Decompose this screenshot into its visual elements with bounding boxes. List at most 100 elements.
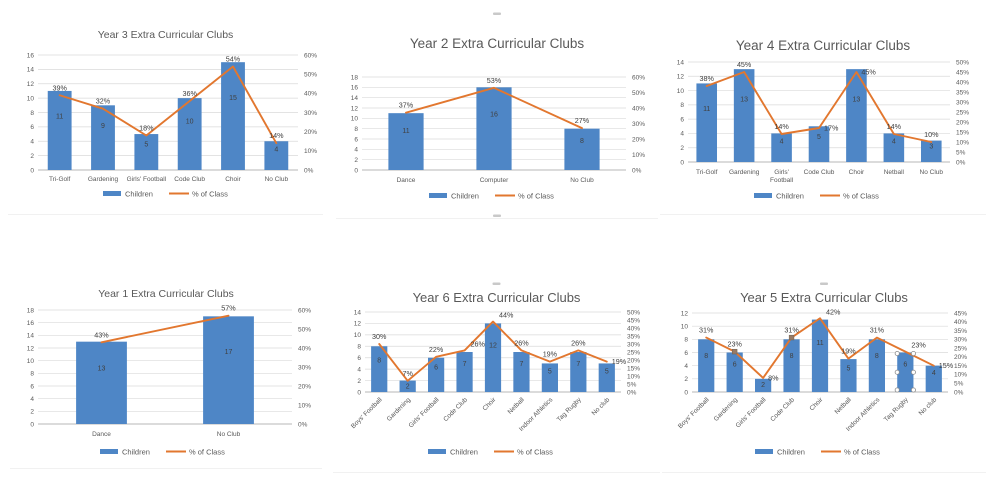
bar-indoor-athletics[interactable] [868,339,885,392]
category-label: Tag Rugby [883,396,910,423]
bar-selection-handle [894,369,900,375]
chart-year-5[interactable]: Year 5 Extra Curricular Clubs 0 2 4 6 8 10 12 0… [662,282,986,473]
bar-selection-handle [910,387,916,393]
bar-code-club[interactable] [456,352,473,392]
category-label: Tag Rugby [556,396,583,423]
percent-point-label: 31% [784,326,799,335]
bar-choir[interactable] [846,69,867,162]
percent-point-label: 14% [887,122,902,131]
legend[interactable]: Children % of Class [755,448,880,457]
bar-girls-football[interactable] [428,357,445,392]
category-label: Boys' Football [677,396,711,430]
bar-gardening[interactable] [399,380,416,392]
percent-line[interactable] [100,314,230,344]
chart-selection-handle [820,282,828,285]
bar-no-club[interactable] [203,316,254,424]
bar-boys-football[interactable] [698,339,715,392]
bar-netball[interactable] [513,352,530,392]
legend[interactable]: Children % of Class [428,448,553,457]
bar-tri-golf[interactable] [696,83,718,162]
right-axis-tick-label: 50% [627,309,640,316]
chart-title: Year 2 Extra Curricular Clubs [409,36,585,51]
category-label: Dance [397,177,416,184]
right-axis-tick-label: 35% [954,328,967,335]
bar-tri-golf[interactable] [47,90,72,170]
percent-line[interactable] [705,317,935,379]
bar-computer[interactable] [476,87,512,170]
bar-no-club[interactable] [925,365,942,392]
right-axis-tick-label: 15% [956,129,969,136]
percent-point-label: 42% [826,307,841,316]
right-axis-tick-label: 10% [956,139,969,146]
right-axis-tick-label: 60% [304,52,317,59]
bar-boys-football[interactable] [371,346,388,392]
chart-year-6[interactable]: Year 6 Extra Curricular Clubs 0 2 4 6 8 10 12 1… [333,282,660,473]
right-axis-tick-label: 30% [632,121,645,128]
bar-dance[interactable] [388,113,424,170]
y-axis-tick-label: 4 [354,147,358,154]
bar-no-club[interactable] [564,128,600,170]
bar-tag-rugby[interactable] [570,352,587,392]
chart-year-4[interactable]: Year 4 Extra Curricular Clubs 0 2 4 6 8 10 12 1… [660,18,986,215]
y-axis-tick-label: 8 [30,371,34,378]
bar-no-club[interactable] [920,140,942,162]
chart-year-2[interactable]: Year 2 Extra Curricular Clubs 0 2 4 6 8 10 12 1… [336,12,658,219]
bar-value-label: 5 [817,134,821,141]
y-axis-tick-label: 4 [357,366,361,373]
bar-no-club[interactable] [264,141,289,170]
y-axis-tick-label: 18 [351,74,359,81]
legend[interactable]: Children % of Class [754,192,879,201]
percent-point-label: 32% [96,97,111,106]
percent-point-label: 44% [499,311,514,320]
bar-gardening[interactable] [726,352,743,393]
y-axis-tick-label: 6 [357,355,361,362]
chart-year-1[interactable]: Year 1 Extra Curricular Clubs 0 2 4 6 8 10 12 1… [10,278,322,469]
bar-choir[interactable] [221,62,245,170]
y-axis-tick-label: 8 [354,126,358,133]
percent-point-label: 57% [221,304,236,313]
bar-choir[interactable] [484,323,502,392]
percent-line[interactable] [705,71,933,143]
chart-canvas: 0 2 4 6 8 10 12 14 16 0% 10% 20% 30% 40% 50% 60% 11 Tri-G… [27,52,317,199]
bar-no-club[interactable] [598,363,615,392]
bar-value-label: 4 [274,146,278,153]
point-marker [788,334,795,341]
percent-point-label: 23% [911,341,926,350]
percent-line[interactable] [58,65,278,145]
legend[interactable]: Children % of Class [429,192,554,201]
bar-gardening[interactable] [91,105,115,170]
y-axis-tick-label: 14 [677,59,685,66]
legend[interactable]: Children % of Class [100,448,225,457]
chart-title: Year 4 Extra Curricular Clubs [735,38,911,53]
bar-value-label: 16 [490,111,498,118]
right-axis-tick-label: 45% [954,310,967,317]
bar-value-label: 11 [703,106,710,113]
percent-line[interactable] [405,86,583,130]
bar-dance[interactable] [76,341,127,424]
bar-girls-football[interactable] [771,133,792,162]
bar-girls-football[interactable] [755,378,772,392]
y-axis-tick-label: 6 [680,116,684,123]
y-axis-tick-label: 14 [27,67,35,74]
right-axis-tick-label: 50% [956,59,969,66]
bar-netball[interactable] [883,133,905,162]
y-axis-tick-label: 2 [354,157,358,164]
bar-code-club[interactable] [177,98,202,170]
right-axis-tick-label: 15% [627,365,640,372]
bar-girls-football[interactable] [134,134,159,170]
bar-code-club[interactable] [808,126,830,162]
bar-indoor-athletics[interactable] [541,363,558,392]
bar-gardening[interactable] [733,69,755,162]
legend[interactable]: Children % of Class [103,190,228,199]
chart-year-3[interactable]: Year 3 Extra Curricular Clubs 0 2 4 6 8 10 12 1… [8,14,323,215]
bar-code-club[interactable] [783,339,800,392]
percent-point-label: 26% [514,338,529,347]
bar-tag-rugby[interactable] [897,352,914,393]
right-axis-tick-label: 20% [954,354,967,361]
bar-choir[interactable] [811,319,829,392]
percent-point-label: 26% [471,339,486,348]
legend-children-label: Children [125,190,153,199]
bar-netball[interactable] [840,359,857,392]
y-axis-tick-label: 2 [30,153,34,160]
percent-line[interactable] [378,320,608,382]
